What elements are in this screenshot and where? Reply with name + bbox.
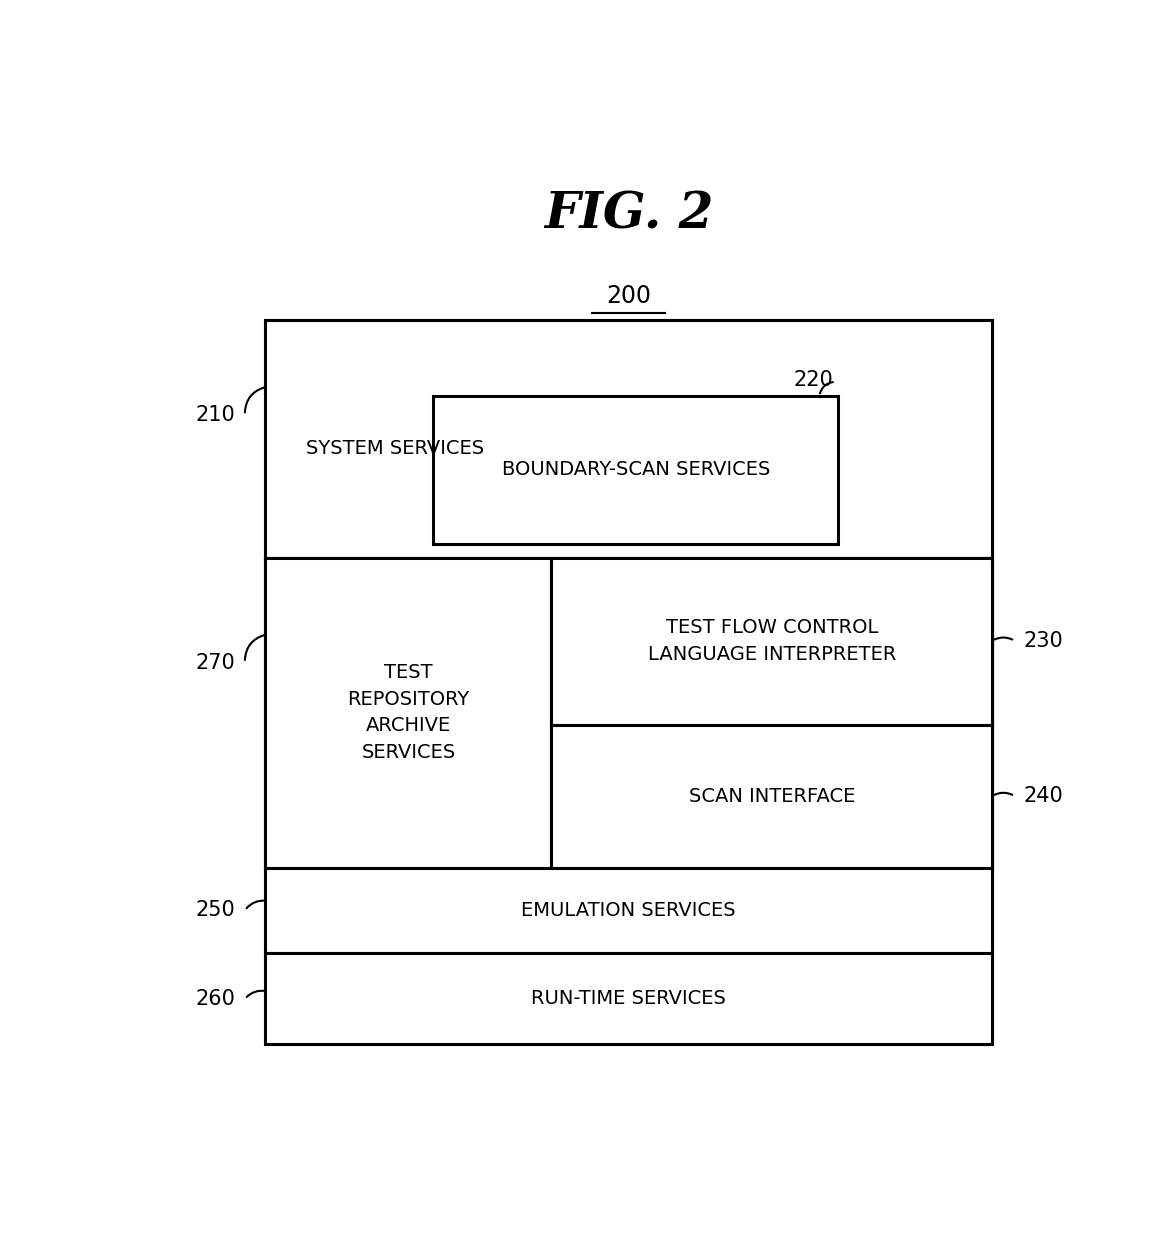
Bar (433, 396, 838, 544)
Text: RUN-TIME SERVICES: RUN-TIME SERVICES (531, 990, 726, 1008)
Text: TEST FLOW CONTROL
LANGUAGE INTERPRETER: TEST FLOW CONTROL LANGUAGE INTERPRETER (647, 618, 896, 663)
Text: 260: 260 (196, 990, 236, 1009)
Text: FIG. 2: FIG. 2 (544, 190, 713, 240)
Text: SCAN INTERFACE: SCAN INTERFACE (689, 787, 855, 805)
Text: TEST
REPOSITORY
ARCHIVE
SERVICES: TEST REPOSITORY ARCHIVE SERVICES (347, 663, 469, 762)
Text: 220: 220 (793, 370, 833, 390)
Bar (265, 558, 551, 867)
Bar (265, 954, 992, 1044)
Text: SYSTEM SERVICES: SYSTEM SERVICES (306, 439, 483, 458)
Bar (265, 867, 992, 954)
Text: 240: 240 (1024, 787, 1064, 807)
Text: 250: 250 (196, 901, 236, 920)
Text: 200: 200 (606, 285, 651, 308)
Bar (265, 320, 992, 558)
Bar (551, 725, 992, 867)
Text: 230: 230 (1024, 631, 1064, 651)
Text: 210: 210 (196, 406, 236, 426)
Text: EMULATION SERVICES: EMULATION SERVICES (521, 901, 735, 920)
Text: 270: 270 (196, 653, 236, 673)
Bar (265, 558, 992, 867)
Bar (551, 558, 992, 867)
Bar (265, 320, 992, 1044)
Bar (551, 558, 992, 725)
Text: BOUNDARY-SCAN SERVICES: BOUNDARY-SCAN SERVICES (502, 460, 769, 479)
